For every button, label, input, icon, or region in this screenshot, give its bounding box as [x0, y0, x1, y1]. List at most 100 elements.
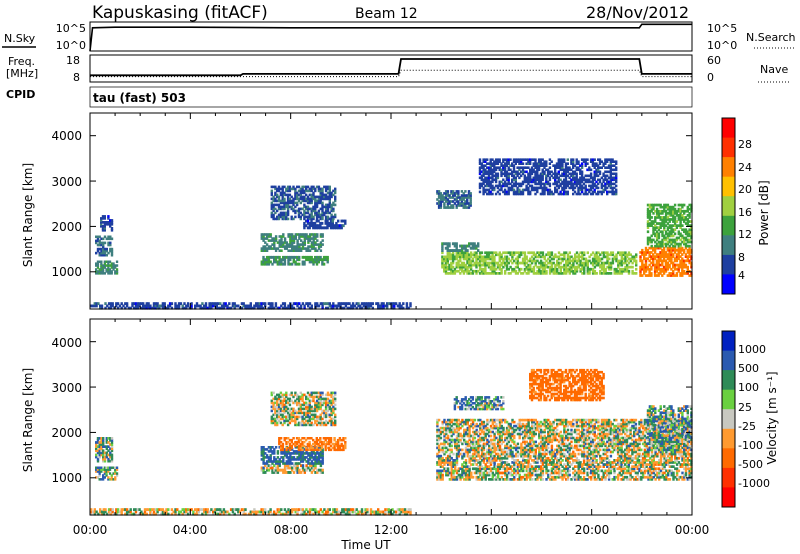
range-gate-cell [466, 200, 469, 203]
range-gate-cell [303, 260, 306, 264]
range-gate-cell [554, 164, 557, 167]
range-gate-cell [561, 168, 564, 172]
range-gate-cell [265, 243, 269, 246]
range-gate-cell [491, 158, 494, 161]
range-gate-cell [265, 456, 269, 459]
range-gate-cell [579, 261, 582, 265]
range-gate-cell [650, 265, 653, 269]
range-gate-cell [652, 257, 655, 261]
range-gate-cell [505, 265, 509, 269]
range-gate-cell [342, 438, 345, 442]
range-gate-cell [332, 411, 335, 415]
range-gate-cell [283, 247, 287, 250]
range-gate-cell [102, 445, 105, 448]
range-gate-cell [103, 221, 106, 224]
range-gate-cell [670, 267, 673, 271]
range-gate-cell [593, 166, 596, 169]
range-gate-cell [338, 226, 342, 230]
range-gate-cell [274, 446, 278, 449]
range-gate-cell [554, 267, 557, 271]
range-gate-cell [464, 246, 467, 250]
range-gate-cell [527, 186, 530, 190]
range-gate-cell [487, 263, 491, 267]
range-gate-cell [646, 251, 649, 254]
range-gate-cell [362, 304, 365, 308]
range-gate-cell [566, 261, 570, 265]
range-gate-cell [283, 448, 287, 451]
range-gate-cell [622, 261, 625, 265]
range-gate-cell [342, 224, 345, 228]
range-gate-cell [271, 237, 274, 240]
range-gate-cell [670, 259, 673, 263]
range-gate-cell [566, 174, 569, 178]
range-gate-cell [468, 473, 471, 477]
range-gate-cell [505, 164, 509, 167]
range-gate-cell [657, 209, 661, 213]
range-gate-cell [181, 306, 184, 310]
range-gate-cell [316, 468, 319, 472]
range-gate-cell [557, 166, 560, 169]
range-gate-cell [677, 251, 680, 254]
range-gate-cell [274, 460, 278, 463]
range-gate-cell [272, 195, 275, 199]
range-gate-cell [557, 180, 560, 184]
range-gate-cell [518, 192, 521, 196]
range-gate-cell [267, 302, 270, 306]
range-gate-cell [534, 176, 537, 180]
range-gate-cell [286, 193, 290, 197]
range-gate-cell [675, 226, 679, 229]
range-gate-cell [547, 261, 550, 265]
range-gate-cell [291, 249, 294, 252]
range-gate-cell [324, 189, 328, 193]
range-gate-cell [466, 249, 469, 252]
range-gate-cell [467, 192, 471, 195]
range-gate-cell [98, 253, 101, 257]
range-gate-cell [525, 186, 528, 190]
range-gate-cell [98, 251, 101, 255]
range-gate-cell [615, 190, 618, 194]
range-gate-cell [303, 471, 306, 474]
range-gate-cell [545, 253, 548, 257]
range-gate-cell [572, 170, 575, 174]
range-gate-cell [305, 407, 308, 411]
range-gate-cell [287, 260, 290, 264]
range-gate-cell [108, 260, 112, 263]
range-gate-cell [565, 269, 568, 273]
range-gate-cell [308, 458, 312, 461]
range-gate-cell [281, 417, 284, 421]
range-gate-cell [609, 263, 613, 267]
range-gate-cell [310, 471, 314, 474]
range-gate-cell [554, 174, 557, 178]
range-gate-cell [604, 160, 607, 163]
range-gate-cell [301, 417, 304, 421]
range-gate-cell [655, 222, 659, 225]
range-gate-cell [480, 178, 483, 182]
range-gate-cell [602, 188, 605, 192]
range-gate-cell [305, 395, 308, 399]
range-gate-cell [584, 178, 587, 182]
range-gate-cell [95, 268, 98, 271]
range-gate-cell [338, 438, 342, 442]
range-gate-cell [487, 182, 491, 186]
range-gate-cell [554, 263, 557, 267]
range-gate-cell [593, 176, 596, 180]
range-gate-cell [546, 192, 550, 196]
range-gate-cell [617, 259, 620, 263]
range-gate-cell [321, 193, 324, 197]
range-gate-cell [583, 267, 586, 271]
range-gate-cell [439, 454, 443, 458]
range-gate-cell [286, 205, 290, 209]
range-gate-cell [565, 267, 568, 271]
range-gate-cell [109, 302, 113, 306]
range-gate-cell [624, 267, 627, 271]
range-gate-cell [163, 306, 166, 310]
range-gate-cell [290, 201, 293, 205]
range-gate-cell [258, 306, 261, 310]
range-gate-cell [314, 403, 317, 407]
range-gate-cell [559, 168, 562, 172]
range-gate-cell [300, 450, 303, 453]
range-gate-cell [124, 306, 127, 310]
range-gate-cell [285, 440, 288, 444]
range-gate-cell [110, 237, 114, 241]
range-gate-cell [281, 207, 284, 211]
